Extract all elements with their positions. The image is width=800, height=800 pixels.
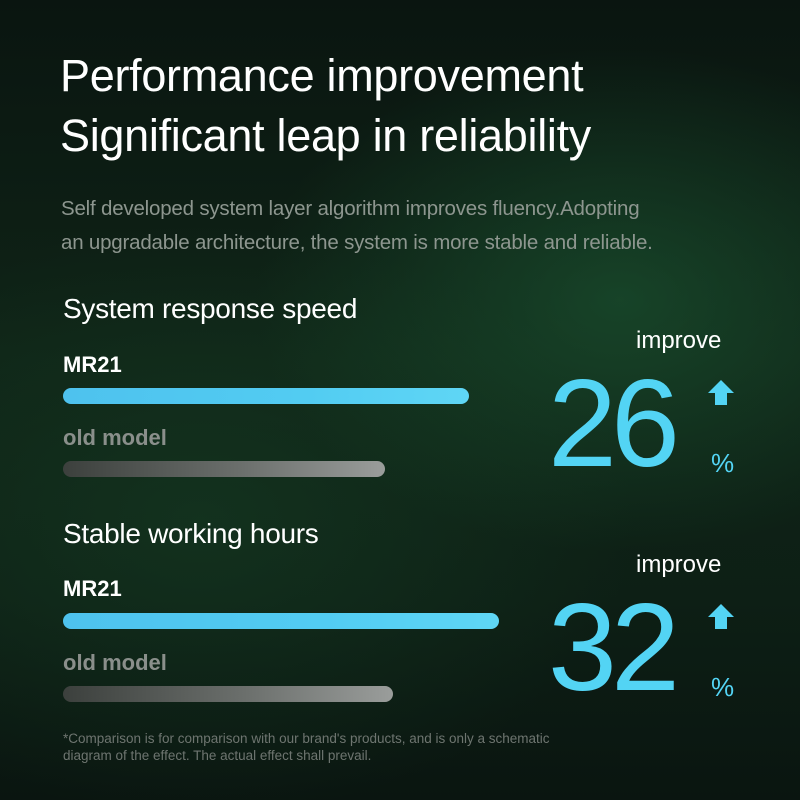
- subtitle: Self developed system layer algorithm im…: [61, 192, 761, 260]
- bar-new: [63, 388, 469, 404]
- improvement-value: 26: [548, 355, 680, 493]
- footnote: *Comparison is for comparison with our b…: [63, 730, 683, 764]
- improve-label: improve: [636, 551, 722, 578]
- improvement-unit: %: [711, 672, 735, 702]
- chart-title: System response speed: [63, 293, 358, 324]
- arrow-up-icon: [708, 380, 734, 405]
- improvement-unit: %: [711, 448, 735, 478]
- bar-new: [63, 613, 499, 629]
- improve-label: improve: [636, 327, 722, 354]
- page-title: Performance improvement Significant leap…: [60, 46, 591, 166]
- footnote-line-1: *Comparison is for comparison with our b…: [63, 731, 550, 746]
- footnote-line-2: diagram of the effect. The actual effect…: [63, 748, 372, 763]
- chart-title: Stable working hours: [63, 518, 319, 549]
- category-label-old: old model: [63, 425, 167, 450]
- category-label-old: old model: [63, 650, 167, 675]
- category-label-new: MR21: [63, 576, 122, 601]
- bar-old: [63, 686, 393, 702]
- subtitle-line-1: Self developed system layer algorithm im…: [61, 197, 640, 220]
- title-line-1: Performance improvement: [60, 50, 584, 101]
- category-label-new: MR21: [63, 352, 122, 377]
- improvement-value: 32: [548, 579, 680, 717]
- title-line-2: Significant leap in reliability: [60, 110, 591, 161]
- arrow-up-icon: [708, 604, 734, 629]
- subtitle-line-2: an upgradable architecture, the system i…: [61, 231, 653, 254]
- bar-old: [63, 461, 385, 477]
